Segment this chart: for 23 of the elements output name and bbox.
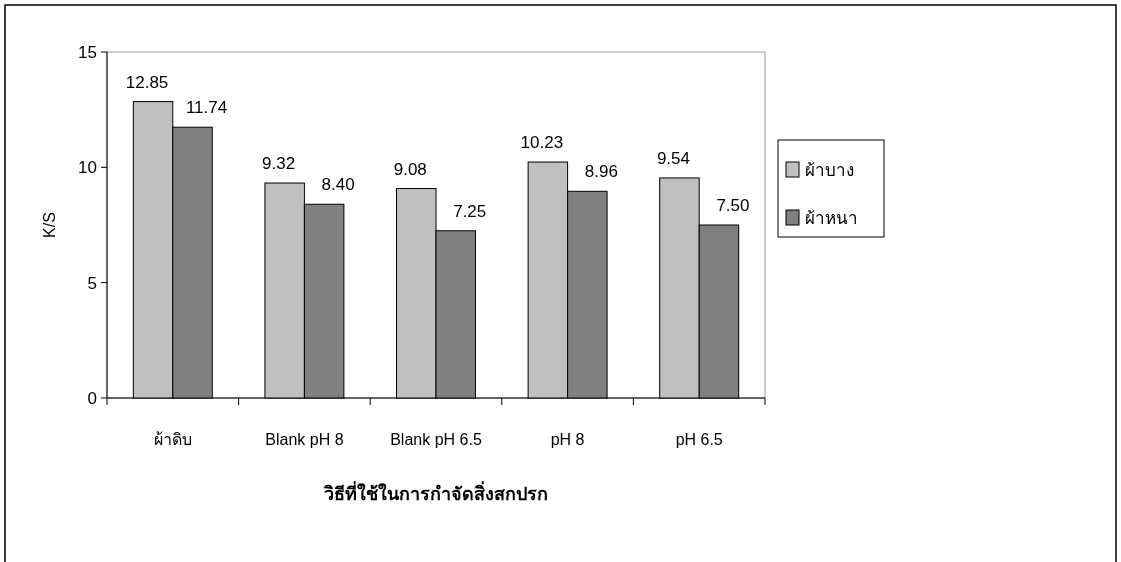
x-axis-title: วิธีที่ใช้ในการกำจัดสิ่งสกปรก bbox=[323, 481, 548, 504]
legend-label: ผ้าบาง bbox=[805, 161, 854, 180]
y-tick-label: 10 bbox=[78, 158, 97, 178]
data-label: 10.23 bbox=[520, 133, 564, 153]
data-label: 12.85 bbox=[125, 72, 169, 92]
legend-label: ผ้าหนา bbox=[805, 209, 858, 228]
data-label: 9.54 bbox=[656, 148, 691, 168]
x-tick-label: pH 6.5 bbox=[675, 431, 723, 448]
data-label: 9.08 bbox=[393, 159, 427, 179]
y-tick-label: 5 bbox=[87, 273, 97, 293]
x-tick-label: Blank pH 8 bbox=[265, 431, 344, 448]
data-label: 9.32 bbox=[262, 154, 296, 174]
data-label: 11.74 bbox=[185, 98, 228, 118]
x-tick-label: pH 8 bbox=[550, 431, 585, 448]
y-axis-title: K/S bbox=[41, 212, 58, 238]
data-label: 7.50 bbox=[716, 196, 750, 215]
x-tick-label: ผ้าดิบ bbox=[153, 431, 192, 448]
y-tick-label: 15 bbox=[78, 43, 97, 62]
x-tick-label: Blank pH 6.5 bbox=[390, 431, 482, 448]
data-label: 8.96 bbox=[584, 162, 618, 182]
data-label: 8.40 bbox=[321, 175, 355, 195]
data-label: 7.25 bbox=[453, 201, 487, 221]
y-tick-label: 0 bbox=[87, 389, 97, 408]
